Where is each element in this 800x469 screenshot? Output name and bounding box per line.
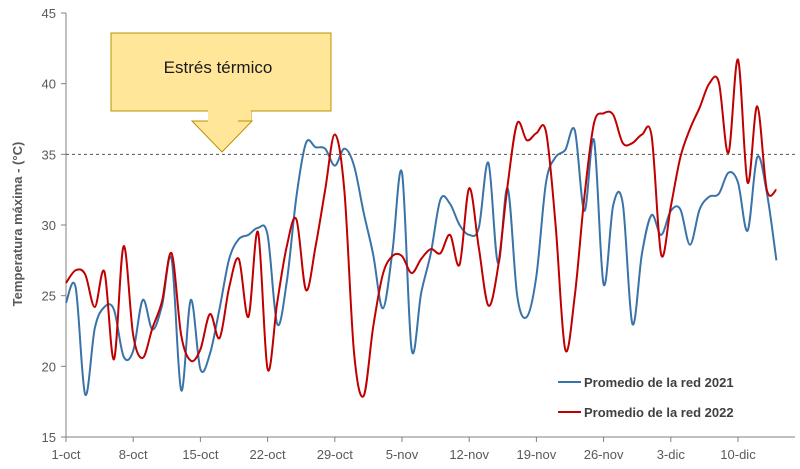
callout-joint bbox=[208, 110, 238, 122]
y-tick-label: 20 bbox=[42, 359, 56, 374]
x-tick-label: 29-oct bbox=[317, 447, 354, 462]
y-axis: 15 20 25 30 35 40 45 bbox=[42, 6, 67, 445]
series-line-2021 bbox=[65, 127, 778, 396]
legend: Promedio de la red 2021 Promedio de la r… bbox=[558, 375, 734, 420]
x-tick-label: 10-dic bbox=[720, 447, 756, 462]
x-tick-label: 5-nov bbox=[386, 447, 419, 462]
callout-arrow-head bbox=[190, 120, 254, 153]
legend-label-2021: Promedio de la red 2021 bbox=[584, 375, 734, 390]
x-tick-label: 3-dic bbox=[657, 447, 686, 462]
x-tick-label: 19-nov bbox=[517, 447, 557, 462]
heat-stress-callout: Estrés térmico bbox=[110, 32, 332, 153]
callout-shape bbox=[110, 32, 332, 122]
y-tick-label: 25 bbox=[42, 289, 56, 304]
callout-label: Estrés térmico bbox=[164, 58, 273, 77]
x-tick-label: 26-nov bbox=[584, 447, 624, 462]
x-axis: 1-oct 8-oct 15-oct 22-oct 29-oct 5-nov 12-nov 1… bbox=[52, 436, 795, 462]
x-tick-label: 22-oct bbox=[250, 447, 287, 462]
x-tick-label: 15-oct bbox=[182, 447, 219, 462]
y-tick-label: 40 bbox=[42, 77, 56, 92]
y-tick-label: 35 bbox=[42, 147, 56, 162]
x-tick-label: 1-oct bbox=[52, 447, 81, 462]
y-tick-label: 30 bbox=[42, 218, 56, 233]
x-tick-label: 12-nov bbox=[449, 447, 489, 462]
series-line-2022 bbox=[65, 58, 778, 398]
y-tick-label: 15 bbox=[42, 430, 56, 445]
x-tick-label: 8-oct bbox=[119, 447, 148, 462]
y-axis-title: Temperatura máxima - (°C) bbox=[10, 142, 25, 307]
series-group bbox=[65, 58, 778, 398]
y-tick-label: 45 bbox=[42, 6, 56, 21]
legend-label-2022: Promedio de la red 2022 bbox=[584, 405, 734, 420]
